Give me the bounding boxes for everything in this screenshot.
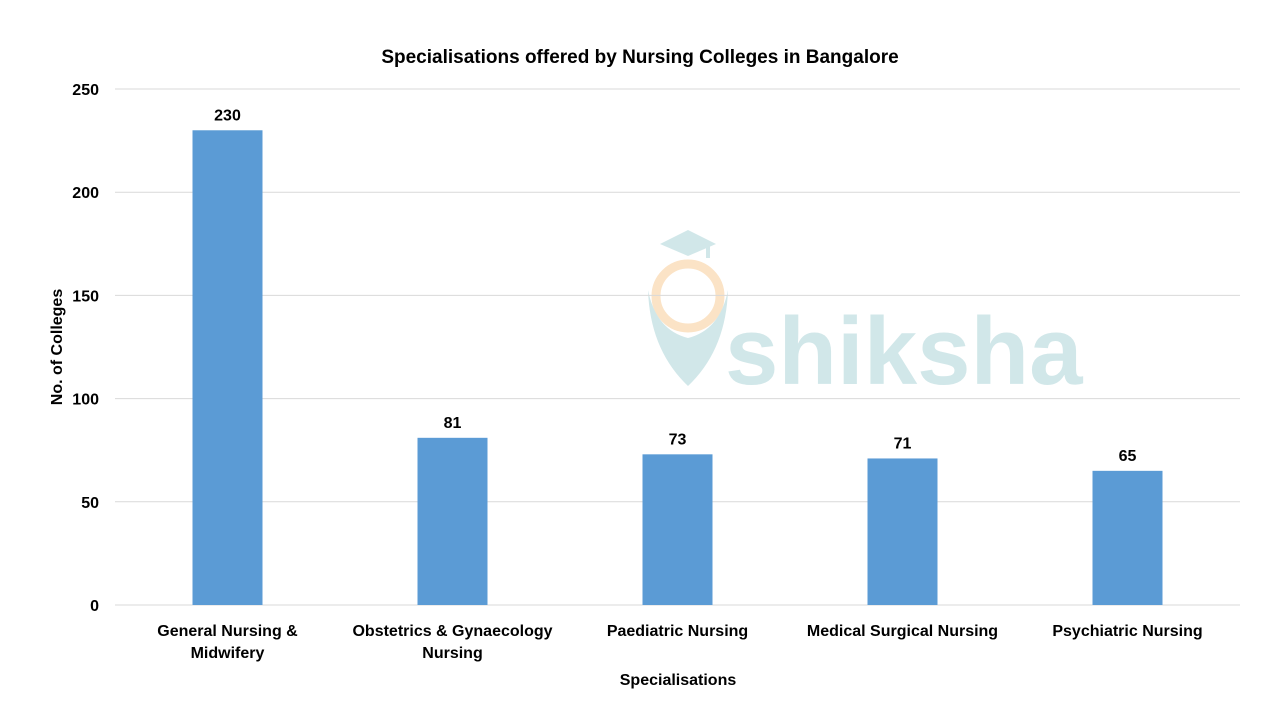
y-tick-label: 100 <box>72 392 99 409</box>
x-tick-label: Obstetrics & Gynaecology <box>352 623 552 640</box>
bar <box>1092 470 1163 605</box>
data-label: 71 <box>894 435 912 452</box>
x-tick-label: General Nursing & <box>157 623 298 640</box>
chart-title: Specialisations offered by Nursing Colle… <box>381 47 898 68</box>
y-axis-label: No. of Colleges <box>49 289 66 406</box>
x-axis-label: Specialisations <box>620 672 737 689</box>
y-tick-label: 200 <box>72 185 99 202</box>
x-tick-label: Nursing <box>422 645 482 662</box>
data-label: 73 <box>669 431 687 448</box>
y-tick-label: 0 <box>90 598 99 615</box>
y-tick-label: 50 <box>81 495 99 512</box>
x-tick-label: Midwifery <box>191 645 265 662</box>
bar <box>192 130 263 605</box>
bar <box>642 454 713 605</box>
x-tick-label: Medical Surgical Nursing <box>807 623 998 640</box>
y-tick-label: 150 <box>72 288 99 305</box>
x-tick-label: Psychiatric Nursing <box>1052 623 1202 640</box>
shiksha-watermark-logo: shiksha <box>648 230 1083 405</box>
x-tick-label: Paediatric Nursing <box>607 623 748 640</box>
y-tick-label: 250 <box>72 82 99 99</box>
data-label: 230 <box>214 107 241 124</box>
bar <box>417 437 488 605</box>
data-label: 81 <box>444 415 462 432</box>
bar <box>867 458 938 605</box>
watermark-text: shiksha <box>725 298 1083 405</box>
data-label: 65 <box>1119 448 1137 465</box>
